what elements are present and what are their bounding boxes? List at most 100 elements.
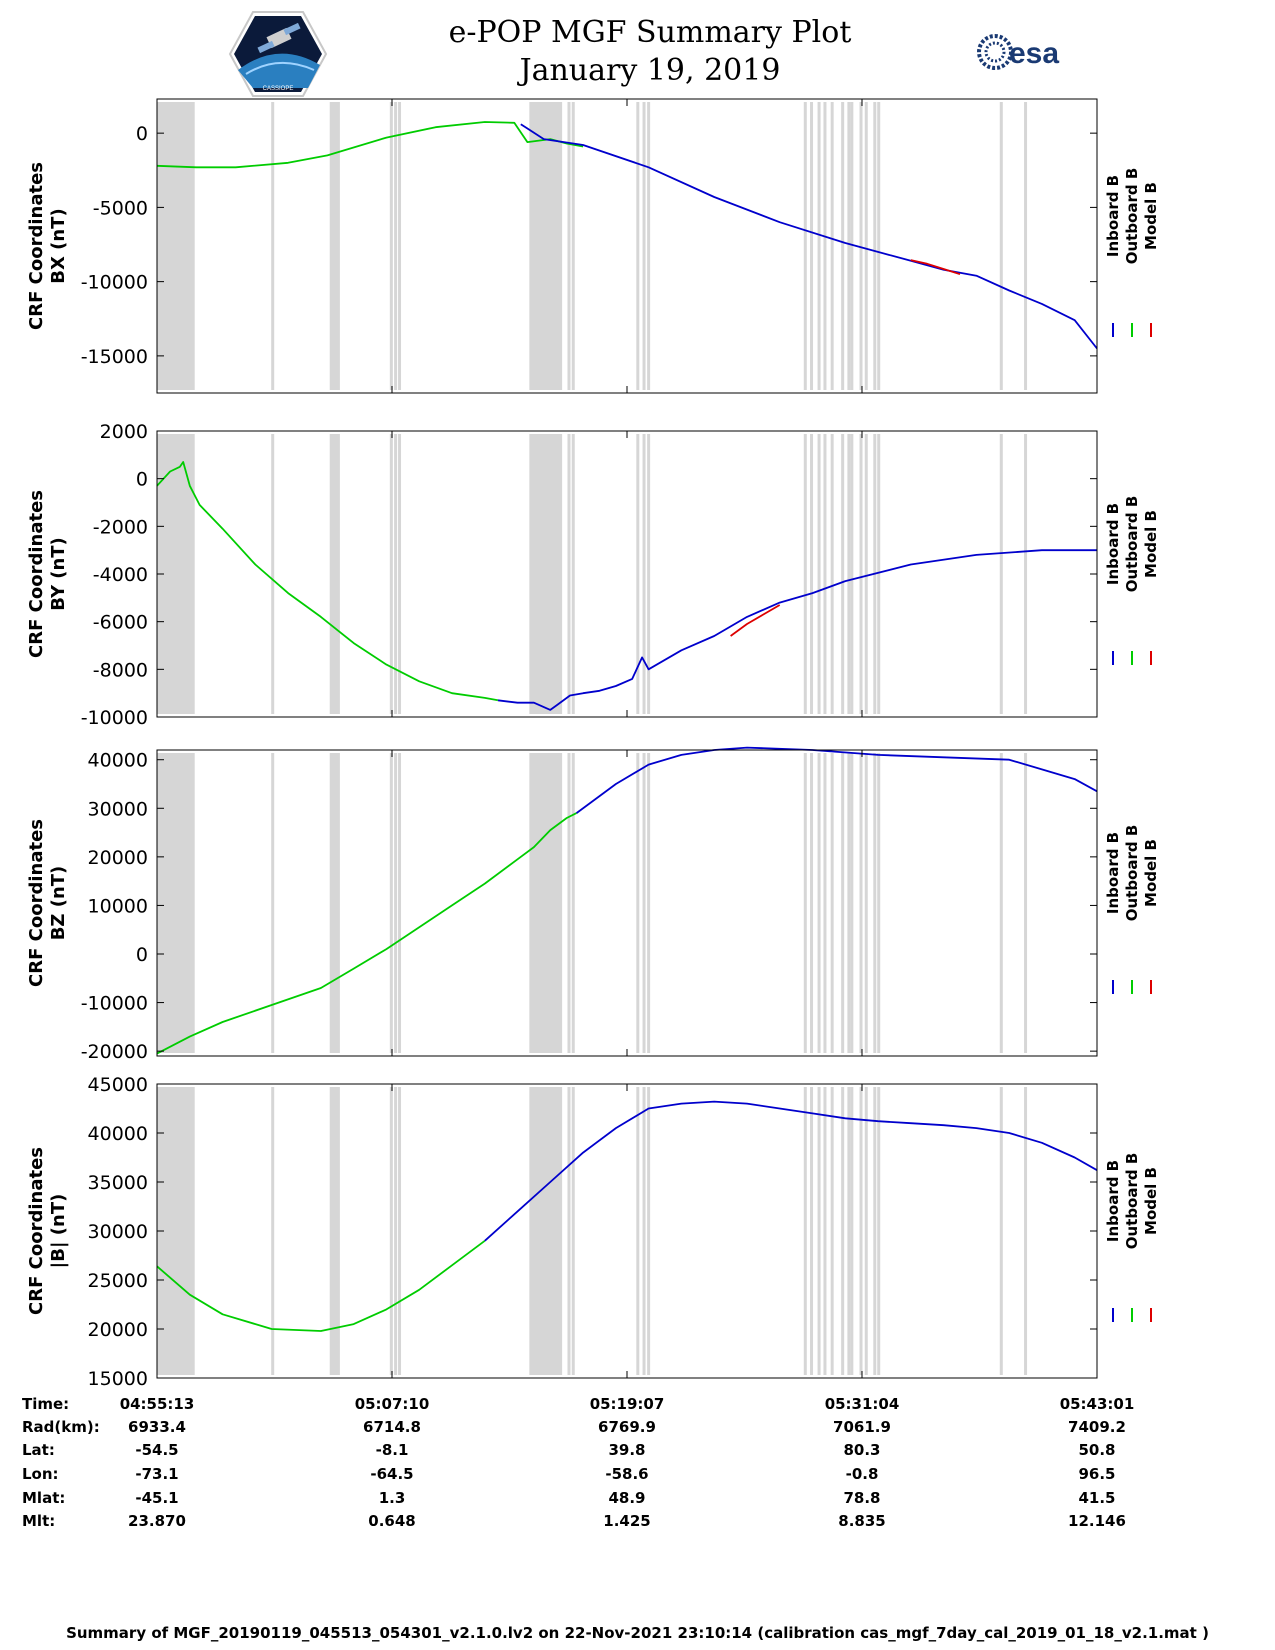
panel-3: 40000 30000 20000 10000 0 -10000 -20000 CRF Coo…	[26, 746, 1160, 1063]
data-gap-band	[329, 753, 340, 1053]
y-axis-label: CRF Coordinates	[26, 490, 47, 658]
legend-label-outboard: Outboard B	[1123, 168, 1141, 265]
data-gap-band	[529, 753, 563, 1053]
y-tick-label: 2000	[100, 421, 148, 443]
axes-frame	[156, 1083, 1098, 1379]
series-outboard-b-line	[156, 121, 584, 169]
y-tick-label: 40000	[88, 1123, 148, 1145]
footer-value: -58.6	[605, 1465, 649, 1483]
footer-value: 23.870	[128, 1512, 186, 1530]
y-tick-label: -2000	[93, 516, 148, 538]
y-tick-label: 25000	[88, 1270, 148, 1292]
axes-frame	[156, 430, 1098, 718]
footer-value: 50.8	[1078, 1441, 1116, 1459]
legend-label-inboard: Inboard B	[1104, 503, 1122, 585]
plot-caption: Summary of MGF_20190119_045513_054301_v2…	[66, 1624, 1209, 1642]
y-axis-label: |B| (nT)	[48, 1194, 69, 1269]
panel-2: 2000 0 -2000 -4000 -6000 -8000 -10000 CRF Coord…	[26, 421, 1160, 729]
cassiope-logo-text: CASSIOPE	[263, 86, 294, 92]
data-gap-band	[157, 753, 195, 1053]
y-tick-label: 40000	[88, 750, 148, 772]
y-tick-label: -20000	[81, 1041, 148, 1063]
legend-label-outboard: Outboard B	[1123, 496, 1141, 593]
legend-label-inboard: Inboard B	[1104, 175, 1122, 257]
esa-logo-text: esa	[1009, 37, 1059, 70]
footer-value: -54.5	[135, 1441, 179, 1459]
y-tick-label: 10000	[88, 895, 148, 917]
footer-value: 7061.9	[833, 1418, 891, 1436]
footer-value: -73.1	[135, 1465, 179, 1483]
y-tick-label: -4000	[93, 564, 148, 586]
legend-label-inboard: Inboard B	[1104, 832, 1122, 914]
y-tick-label: 0	[136, 123, 148, 145]
y-tick-label: -5000	[93, 197, 148, 219]
y-tick-label: 20000	[88, 1319, 148, 1341]
footer-value: -0.8	[845, 1465, 879, 1483]
footer-value: 8.835	[838, 1512, 886, 1530]
y-tick-label: -6000	[93, 612, 148, 634]
axes-frame	[156, 98, 1098, 394]
footer-value: 04:55:13	[119, 1395, 195, 1413]
esa-logo: esa	[977, 34, 1059, 70]
footer-label-lat: Lat:	[22, 1441, 55, 1459]
cassiope-logo: CASSIOPE	[228, 11, 328, 97]
footer-value: 80.3	[843, 1441, 881, 1459]
y-tick-label: 30000	[88, 798, 148, 820]
series-model-b-line	[730, 604, 781, 637]
panel-1: 0 -5000 -10000 -15000 CRF Coordinates BX (nT)…	[26, 98, 1160, 394]
legend-label-model: Model B	[1142, 1167, 1160, 1235]
footer-value: 41.5	[1078, 1489, 1116, 1507]
footer-value: 1.3	[378, 1489, 406, 1507]
footer-value: 96.5	[1078, 1465, 1116, 1483]
data-gap-band	[529, 434, 563, 714]
plot-title: e-POP MGF Summary Plot	[448, 15, 852, 50]
footer-value: 05:07:10	[354, 1395, 430, 1413]
y-tick-label: 0	[136, 469, 148, 491]
footer-value: -45.1	[135, 1489, 179, 1507]
data-gap-band	[329, 102, 340, 390]
footer-value: 05:43:01	[1059, 1395, 1135, 1413]
footer-label-mlat: Mlat:	[22, 1489, 66, 1507]
series-outboard-b-line	[156, 461, 499, 702]
plot-header: e-POP MGF Summary Plot January 19, 2019	[330, 14, 970, 90]
data-gap-band	[329, 1087, 340, 1375]
footer-value: 7409.2	[1068, 1418, 1126, 1436]
y-tick-label: -10000	[81, 993, 148, 1015]
panel-4: 45000 40000 35000 30000 25000 20000 15000 CRF C…	[26, 1074, 1160, 1390]
footer-value: 1.425	[603, 1512, 651, 1530]
series-model-b-line	[910, 259, 961, 276]
footer-label-rad: Rad(km):	[22, 1418, 100, 1436]
series-outboard-b-line	[156, 812, 577, 1055]
footer-label-mlt: Mlt:	[22, 1512, 56, 1530]
footer-value: 78.8	[843, 1489, 881, 1507]
series-inboard-b-line	[520, 123, 1098, 350]
footer-value: 6769.9	[598, 1418, 656, 1436]
y-tick-label: 15000	[88, 1368, 148, 1390]
legend-label-model: Model B	[1142, 839, 1160, 907]
y-tick-label: -15000	[81, 346, 148, 368]
footer-value: -8.1	[375, 1441, 409, 1459]
footer-value: 6714.8	[363, 1418, 421, 1436]
footer-value: 48.9	[608, 1489, 646, 1507]
footer-value: 6933.4	[128, 1418, 186, 1436]
data-gap-band	[157, 102, 195, 390]
y-axis-label: CRF Coordinates	[26, 1147, 47, 1315]
footer-value: 39.8	[608, 1441, 646, 1459]
y-axis-label: CRF Coordinates	[26, 162, 47, 330]
footer-label-lon: Lon:	[22, 1465, 59, 1483]
footer-value: 05:31:04	[824, 1395, 900, 1413]
y-tick-label: 45000	[88, 1074, 148, 1096]
y-axis-label: BY (nT)	[48, 537, 69, 611]
y-axis-label: BX (nT)	[48, 208, 69, 283]
legend-label-model: Model B	[1142, 182, 1160, 250]
footer-label-time: Time:	[22, 1395, 70, 1413]
legend-label-outboard: Outboard B	[1123, 825, 1141, 922]
y-tick-label: 0	[136, 944, 148, 966]
footer-value: 12.146	[1068, 1512, 1126, 1530]
y-tick-label: -8000	[93, 659, 148, 681]
y-tick-label: 35000	[88, 1172, 148, 1194]
footer-value: -64.5	[370, 1465, 414, 1483]
series-inboard-b-line	[484, 1100, 1098, 1242]
legend-label-inboard: Inboard B	[1104, 1160, 1122, 1242]
